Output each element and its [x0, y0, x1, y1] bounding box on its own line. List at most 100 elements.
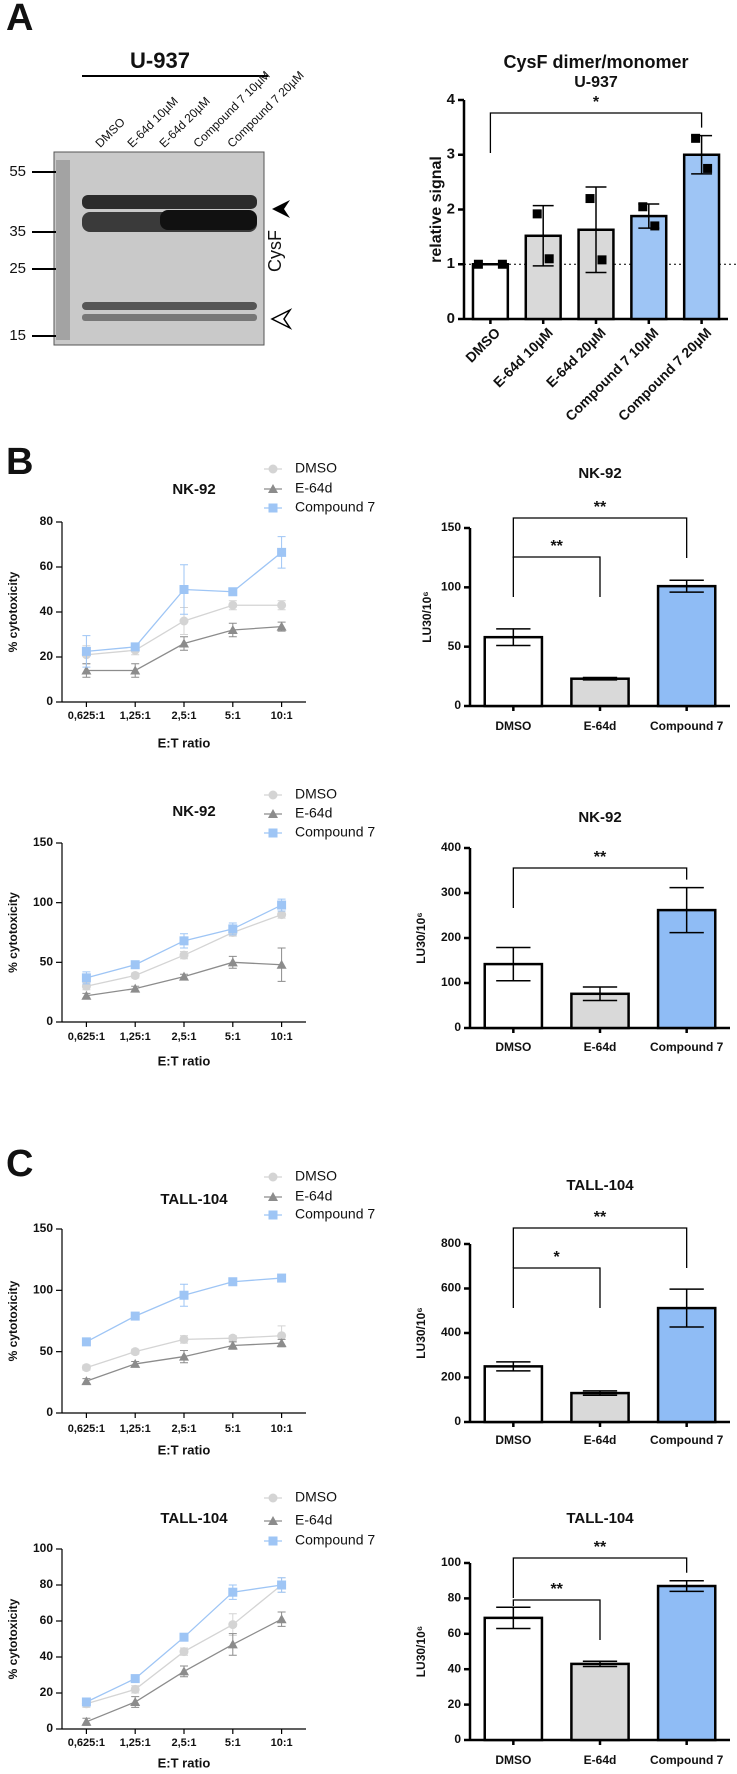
significance-bracket: [512, 1557, 688, 1598]
legend-label: Compound 7: [295, 1532, 375, 1548]
y-tick-label: 60: [40, 1613, 54, 1627]
x-tick-label: 1,25:1: [120, 1423, 151, 1435]
y-tick-label: 400: [441, 1325, 461, 1339]
point: [268, 1516, 278, 1525]
point: [268, 1210, 278, 1220]
x-tick-label: DMSO: [462, 324, 503, 365]
point: [81, 1337, 91, 1347]
y-tick-label: 150: [33, 835, 53, 849]
chart: CysF dimer/monomer U-937 relative signal 0 1…: [428, 52, 736, 424]
x-tick-label: Compound 7 10µM: [562, 324, 662, 424]
data-point: [532, 209, 542, 219]
bar: [656, 584, 717, 708]
x-tick-label: 2,5:1: [171, 1737, 196, 1749]
point: [179, 1647, 189, 1657]
point: [81, 990, 92, 1000]
x-tick-label: 0,625:1: [68, 710, 105, 722]
point: [130, 665, 141, 675]
point: [268, 809, 278, 818]
y-tick-label: 80: [40, 514, 54, 528]
point: [277, 1580, 287, 1590]
x-tick-label: DMSO: [495, 719, 531, 733]
chart: TALL-104 LU30/10⁶ 0 200 400 600 800 DMSO E-64d Co…: [414, 1177, 730, 1447]
point: [81, 646, 91, 656]
x-tick-label: 5:1: [225, 1423, 241, 1435]
panel-letter: B: [6, 441, 33, 483]
y-tick-label: 50: [448, 639, 462, 653]
x-tick-label: Compound 7: [650, 719, 724, 733]
error-bar: [582, 1390, 618, 1397]
legend-label: Compound 7: [295, 824, 375, 840]
x-tick-label: E-64d: [584, 719, 617, 733]
y-axis-label: relative signal: [428, 156, 445, 263]
point: [130, 1697, 141, 1706]
data-point: [638, 202, 648, 212]
y-tick-label: 0: [454, 1020, 461, 1034]
x-axis-label: E:T ratio: [158, 1755, 211, 1770]
x-tick-label: DMSO: [495, 1040, 531, 1054]
error-bar: [669, 579, 704, 593]
y-tick-label: 0: [454, 1414, 461, 1428]
x-tick-label: 2,5:1: [171, 1031, 196, 1043]
series-line: [86, 1584, 283, 1705]
point: [130, 1311, 140, 1321]
error-bar: [669, 1288, 704, 1328]
bar: [656, 1584, 717, 1742]
error-bar: [582, 1660, 618, 1668]
mw-marker: 35: [9, 223, 26, 240]
x-tick-label: 1,25:1: [120, 1031, 151, 1043]
chart: TALL-104 % cytotoxicity E:T ratio 0 20 40 60 80…: [6, 1489, 375, 1771]
lane-label: DMSO: [92, 115, 127, 150]
point: [179, 616, 189, 626]
legend-label: E-64d: [295, 480, 332, 496]
x-tick-label: 5:1: [225, 1031, 241, 1043]
x-axis-label: E:T ratio: [158, 735, 211, 750]
y-tick-label: 3: [447, 146, 455, 163]
y-tick-label: 0: [46, 1405, 53, 1419]
point: [227, 625, 238, 634]
point: [227, 1639, 238, 1649]
data-point: [585, 194, 595, 204]
y-tick-label: 50: [40, 1344, 54, 1358]
y-tick-label: 100: [33, 895, 53, 909]
point: [277, 1273, 287, 1283]
y-tick-label: 40: [40, 604, 54, 618]
error-bar: [669, 1579, 704, 1593]
significance-bracket: [512, 867, 688, 908]
x-tick-label: DMSO: [495, 1753, 531, 1767]
y-tick-label: 300: [441, 885, 461, 899]
y-tick-label: 150: [441, 520, 461, 534]
point: [179, 1632, 189, 1642]
x-tick-label: Compound 7: [650, 1433, 724, 1447]
point: [228, 1277, 238, 1287]
significance-label: *: [554, 1249, 561, 1266]
bar: [630, 214, 668, 321]
y-tick-label: 1: [447, 255, 455, 272]
point: [268, 503, 278, 513]
point: [81, 665, 92, 675]
point: [268, 1172, 278, 1182]
significance-label: **: [550, 1581, 563, 1598]
y-axis-label: LU30/10⁶: [414, 1626, 428, 1678]
x-tick-label: 0,625:1: [68, 1423, 105, 1435]
blot-label: CysF: [265, 230, 285, 272]
point: [268, 1493, 278, 1503]
chart-title: CysF dimer/monomer: [503, 52, 688, 72]
point: [277, 600, 287, 610]
bar: [483, 1365, 544, 1424]
data-point: [703, 163, 713, 173]
y-axis-label: LU30/10⁶: [414, 1307, 428, 1359]
chart-title: NK-92: [578, 465, 621, 482]
legend-label: DMSO: [295, 786, 337, 802]
chart-title: NK-92: [172, 481, 215, 498]
arrowhead: [270, 308, 293, 330]
y-tick-label: 2: [447, 200, 455, 217]
point: [130, 1358, 141, 1368]
significance-label: **: [594, 1209, 607, 1226]
y-axis-label: % cytotoxicity: [6, 1280, 20, 1361]
significance-label: **: [594, 499, 607, 516]
y-tick-label: 60: [448, 1626, 462, 1640]
bar: [483, 1616, 544, 1742]
error-bar: [532, 204, 554, 267]
